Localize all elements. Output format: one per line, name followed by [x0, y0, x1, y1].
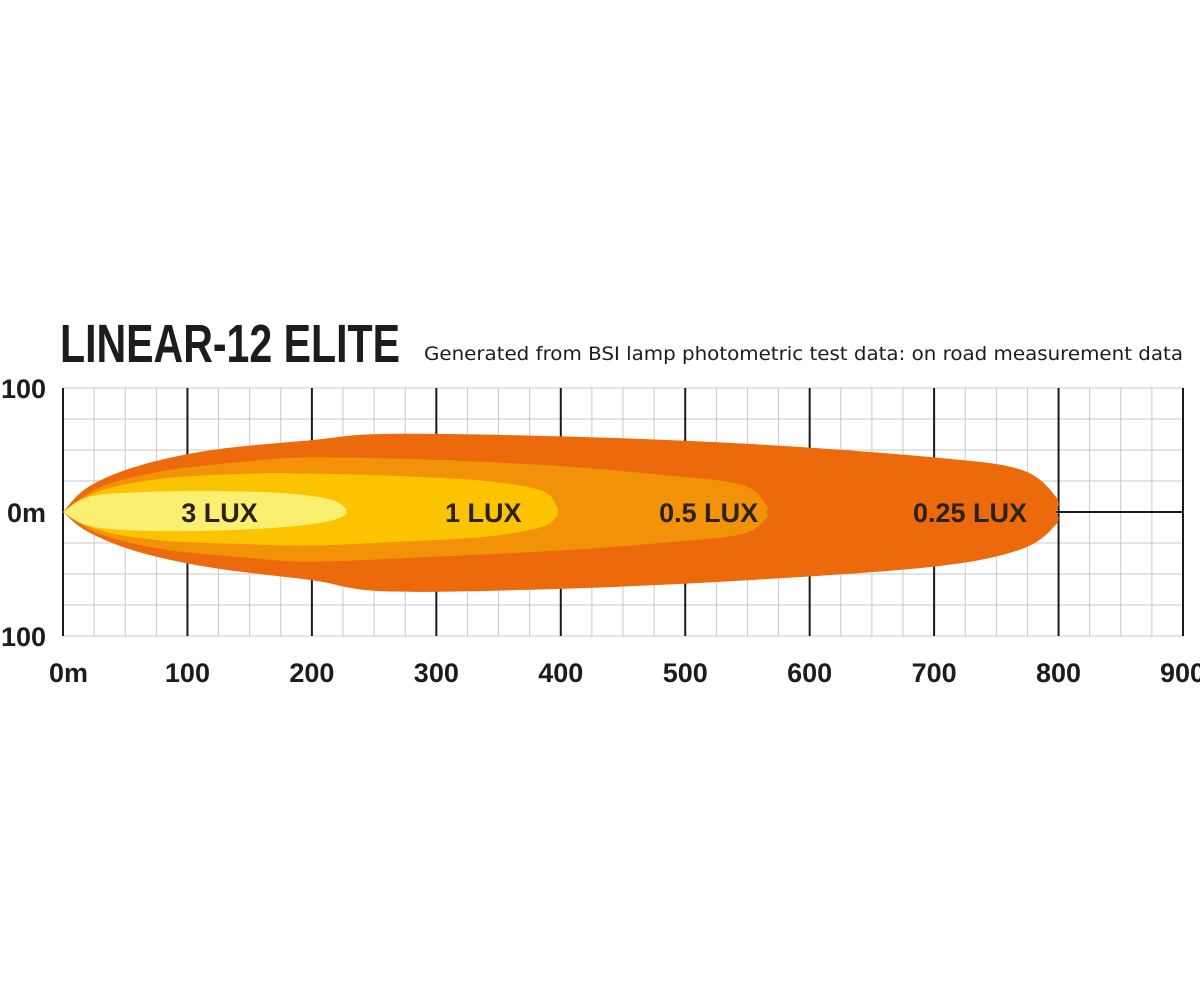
beam-zone-3-lux: [63, 490, 347, 532]
x-tick-label: 700: [912, 658, 957, 688]
x-tick-label: 200: [289, 658, 334, 688]
chart-subtitle: Generated from BSI lamp photometric test…: [424, 343, 1183, 365]
zone-label: 3 LUX: [181, 498, 258, 528]
beam-zones: [63, 433, 1059, 592]
zone-label: 0.5 LUX: [659, 498, 758, 528]
x-tick-label: 100: [165, 658, 210, 688]
x-tick-label: 600: [787, 658, 832, 688]
y-tick-label: 100: [1, 374, 46, 404]
x-tick-label: 800: [1036, 658, 1081, 688]
y-tick-label: 0m: [7, 498, 46, 528]
zone-labels: 0.25 LUX 0.5 LUX 1 LUX 3 LUX: [181, 498, 1027, 528]
x-tick-label: 0m: [49, 658, 88, 688]
x-tick-label: 300: [414, 658, 459, 688]
x-tick-label: 500: [663, 658, 708, 688]
y-tick-label: -100: [0, 622, 46, 652]
zone-label: 1 LUX: [445, 498, 522, 528]
x-tick-label: 400: [538, 658, 583, 688]
chart-title: LINEAR-12 ELITE: [60, 314, 400, 374]
x-tick-label: 900: [1160, 658, 1200, 688]
zone-label: 0.25 LUX: [913, 498, 1027, 528]
